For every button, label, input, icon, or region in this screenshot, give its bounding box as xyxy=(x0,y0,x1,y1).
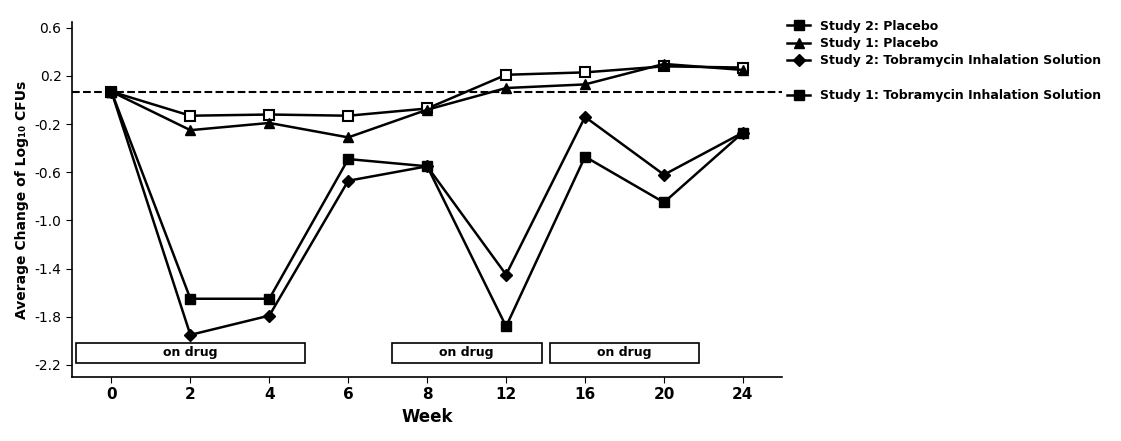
Text: on drug: on drug xyxy=(439,347,494,359)
FancyBboxPatch shape xyxy=(549,343,700,363)
Y-axis label: Average Change of Log₁₀ CFUs: Average Change of Log₁₀ CFUs xyxy=(15,80,29,318)
FancyBboxPatch shape xyxy=(391,343,541,363)
Text: on drug: on drug xyxy=(164,347,217,359)
Legend: Study 2: Placebo, Study 1: Placebo, Study 2: Tobramycin Inhalation Solution, , S: Study 2: Placebo, Study 1: Placebo, Stud… xyxy=(782,15,1106,107)
Text: on drug: on drug xyxy=(597,347,651,359)
FancyBboxPatch shape xyxy=(76,343,305,363)
X-axis label: Week: Week xyxy=(401,408,453,426)
